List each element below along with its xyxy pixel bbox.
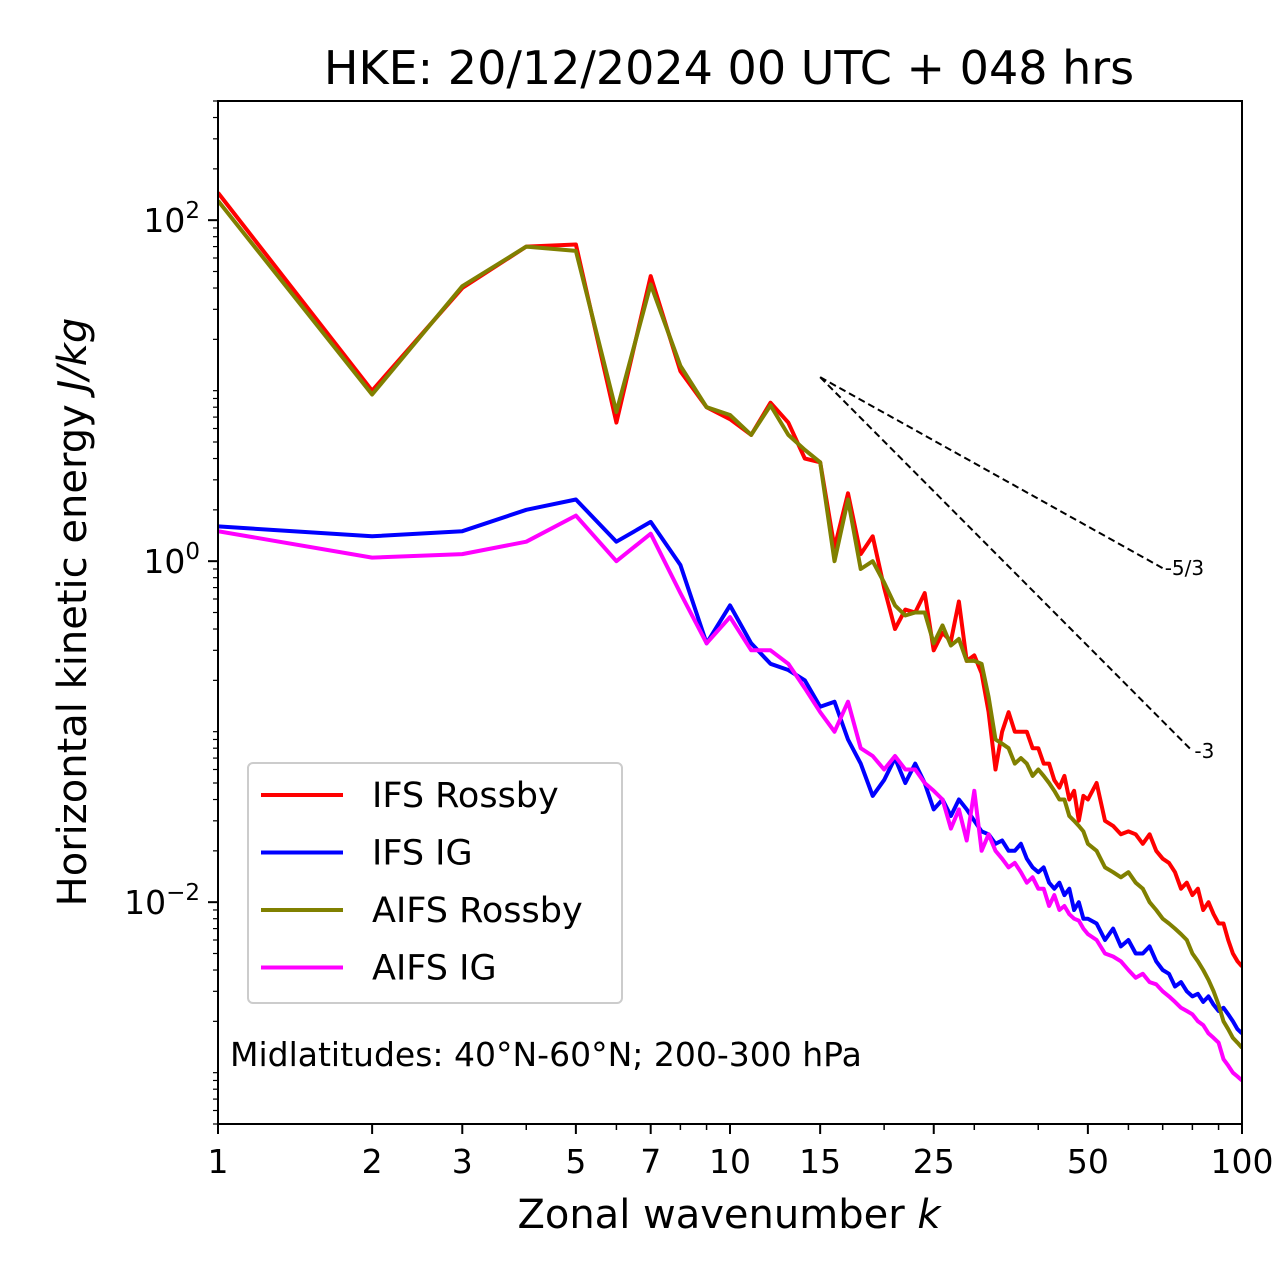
y-axis-label: Horizontal kinetic energy J/kg <box>50 318 96 907</box>
y-tick-label: 10−2 <box>124 880 200 922</box>
x-tick-label: 15 <box>799 1142 841 1181</box>
legend-label-3: AIFS IG <box>372 949 497 989</box>
series-line-2 <box>218 199 1242 1050</box>
reference-line-label-0: -5/3 <box>1165 556 1204 580</box>
series-lines <box>218 191 1242 1082</box>
x-tick-label: 100 <box>1211 1142 1274 1181</box>
x-tick-label: 5 <box>565 1142 586 1181</box>
series-line-3 <box>218 513 1242 1082</box>
reference-line-label-1: -3 <box>1194 739 1214 763</box>
legend-label-0: IFS Rossby <box>372 776 559 816</box>
x-axis: 1 2 3 5 7 10 15 25 50 100 <box>208 1124 1274 1181</box>
legend-label-2: AIFS Rossby <box>372 891 583 931</box>
x-tick-label: 2 <box>362 1142 383 1181</box>
y-axis: 10−2 100 102 <box>124 100 218 1125</box>
legend: IFS Rossby IFS IG AIFS Rossby AIFS IG <box>247 762 623 1004</box>
x-tick-label: 3 <box>452 1142 473 1181</box>
legend-box <box>247 762 623 1004</box>
legend-label-1: IFS IG <box>372 834 473 874</box>
legend-items: IFS Rossby IFS IG AIFS Rossby AIFS IG <box>261 776 583 989</box>
y-axis-label-unit: J/kg <box>50 318 96 399</box>
x-tick-label: 50 <box>1067 1142 1109 1181</box>
y-tick-label: 100 <box>143 539 200 581</box>
region-annotation: Midlatitudes: 40°N-60°N; 200-300 hPa <box>230 1035 862 1074</box>
x-tick-label: 7 <box>640 1142 661 1181</box>
x-axis-label-variable: k <box>917 1192 942 1238</box>
series-line-0 <box>218 191 1242 968</box>
x-tick-label: 10 <box>709 1142 751 1181</box>
x-tick-label: 25 <box>913 1142 955 1181</box>
x-tick-label: 1 <box>208 1142 229 1181</box>
y-tick-label: 102 <box>143 198 200 240</box>
reference-lines: -5/3 -3 <box>819 376 1214 763</box>
x-axis-label-text: Zonal wavenumber <box>517 1192 917 1238</box>
y-axis-label-text: Horizontal kinetic energy <box>50 392 96 907</box>
chart-title: HKE: 20/12/2024 00 UTC + 048 hrs <box>324 41 1134 95</box>
x-axis-label: Zonal wavenumber k <box>517 1192 942 1238</box>
